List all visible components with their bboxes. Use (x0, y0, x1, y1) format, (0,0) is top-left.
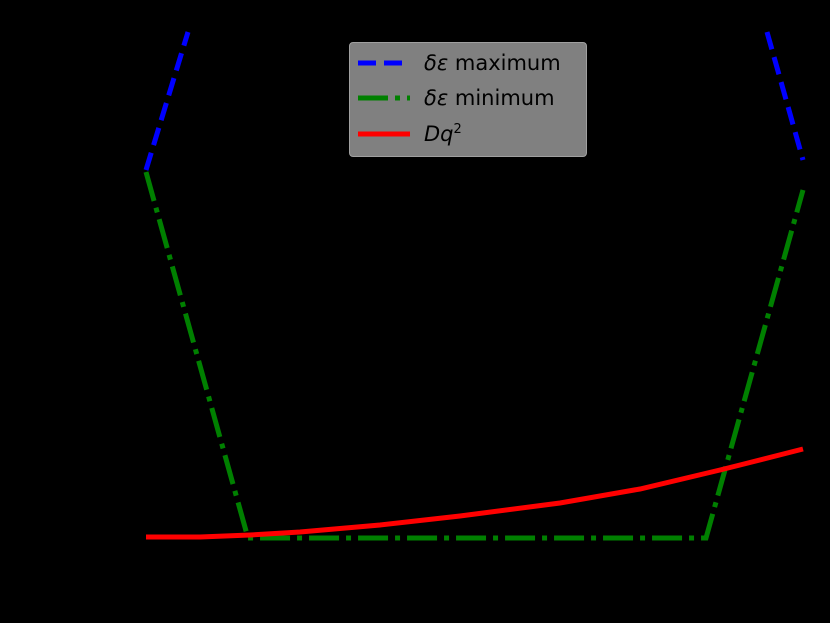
legend-label-symbol: Dq (424, 122, 454, 146)
legend-label-text: minimum (448, 86, 555, 110)
legend-label-text: maximum (448, 51, 561, 75)
dashdot-line-swatch-icon (358, 95, 410, 101)
solid-line-swatch-icon (358, 131, 410, 137)
series-line-0 (143, 31, 191, 171)
legend-item-max: δε maximum (350, 48, 586, 78)
legend-item-dq2: Dq2 (350, 119, 586, 149)
series-line-0 (764, 31, 806, 161)
legend-label-symbol: δε (424, 51, 449, 75)
legend-label-symbol: δε (424, 86, 449, 110)
series-line-1 (143, 171, 806, 541)
legend: δε maximum δε minimum Dq2 (349, 42, 587, 157)
series-line-2 (146, 446, 804, 540)
dashed-line-swatch-icon (358, 60, 410, 66)
legend-item-min: δε minimum (350, 83, 586, 113)
series-layer (143, 31, 806, 541)
legend-label-superscript: 2 (453, 122, 462, 137)
